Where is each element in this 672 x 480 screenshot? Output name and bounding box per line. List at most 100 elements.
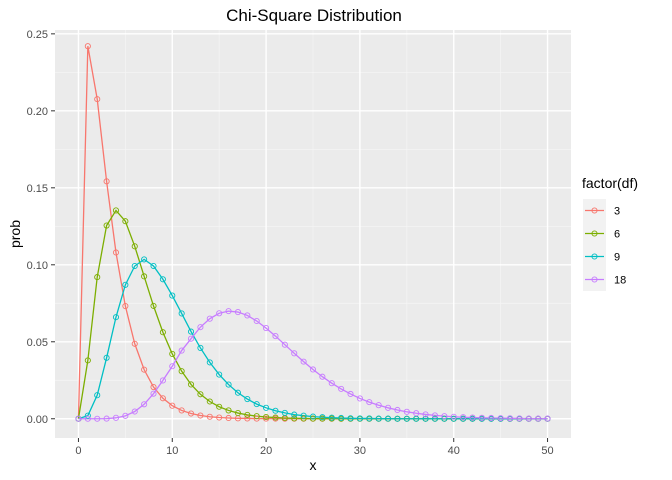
y-tick-label: 0.20: [27, 106, 48, 118]
data-point-df-6: [103, 222, 110, 229]
data-point-df-9: [319, 414, 326, 421]
series-line-df-18: [78, 310, 548, 420]
data-point-df-9: [131, 262, 138, 270]
data-point-df-9: [206, 359, 213, 366]
data-point-df-18: [281, 341, 288, 348]
x-tick-label: 20: [260, 445, 272, 457]
data-point-df-18: [169, 363, 176, 370]
data-point-df-18: [403, 408, 410, 415]
data-point-df-18: [478, 414, 485, 421]
data-point-df-9: [84, 412, 91, 419]
data-point-df-9: [197, 344, 204, 351]
data-point-df-9: [375, 415, 382, 422]
data-point-df-3: [197, 412, 204, 419]
data-point-df-3: [112, 249, 120, 256]
data-point-df-3: [131, 340, 138, 347]
x-axis: 0 10 20 30 40 50: [75, 438, 554, 457]
data-point-df-18: [197, 324, 204, 331]
data-point-df-18: [544, 415, 551, 422]
data-point-df-18: [141, 401, 148, 408]
data-point-df-3: [94, 96, 101, 103]
data-point-df-9: [291, 411, 298, 418]
data-point-df-6: [272, 414, 279, 421]
x-tick-label: 50: [541, 445, 553, 457]
data-point-df-18: [356, 395, 363, 402]
legend-label: 9: [614, 252, 620, 264]
data-point-df-3: [225, 414, 232, 422]
data-point-df-9: [366, 415, 373, 422]
data-point-df-9: [347, 415, 354, 422]
data-point-df-9: [450, 415, 457, 422]
data-point-df-9: [244, 395, 251, 403]
y-tick-label: 0.05: [27, 337, 48, 349]
data-point-df-18: [469, 414, 476, 421]
data-point-df-6: [225, 407, 232, 414]
data-point-df-18: [441, 413, 448, 420]
data-point-df-9: [103, 354, 110, 361]
data-point-df-3: [244, 415, 251, 422]
data-point-df-18: [244, 312, 251, 319]
data-point-df-18: [347, 390, 354, 398]
x-tick-label: 40: [448, 445, 460, 457]
series-points: [75, 43, 551, 422]
legend-label: 3: [614, 206, 620, 218]
data-point-df-18: [291, 350, 298, 357]
data-point-df-18: [413, 410, 420, 417]
chart-title: Chi-Square Distribution: [226, 6, 402, 25]
data-point-df-18: [263, 325, 270, 332]
data-point-df-6: [300, 415, 307, 422]
data-point-df-18: [187, 335, 195, 342]
data-point-df-6: [206, 398, 213, 405]
y-tick-label: 0.15: [27, 183, 48, 195]
data-point-df-6: [169, 350, 176, 357]
data-point-df-3: [253, 415, 260, 422]
data-point-df-6: [263, 414, 270, 421]
data-point-df-3: [141, 366, 148, 373]
data-point-df-9: [159, 276, 166, 283]
data-point-df-18: [338, 385, 345, 392]
data-point-df-6: [253, 413, 260, 420]
data-point-df-18: [300, 358, 307, 365]
data-point-df-18: [178, 347, 185, 354]
data-point-df-18: [216, 310, 223, 317]
data-point-df-9: [281, 409, 288, 416]
data-point-df-6: [178, 368, 185, 375]
data-point-df-9: [150, 262, 157, 270]
data-point-df-9: [328, 414, 335, 421]
data-point-df-18: [75, 415, 82, 422]
data-point-df-9: [225, 381, 232, 388]
data-point-df-6: [216, 403, 223, 410]
data-point-df-3: [216, 414, 223, 421]
y-tick-label: 0.10: [27, 260, 48, 272]
y-axis-title: prob: [7, 220, 23, 248]
data-point-df-6: [131, 243, 138, 250]
data-point-df-18: [253, 317, 260, 325]
data-point-df-9: [263, 404, 270, 411]
legend-key-point: [591, 253, 598, 260]
data-point-df-9: [94, 392, 101, 399]
data-point-df-9: [216, 371, 223, 378]
legend-label: 6: [614, 229, 620, 241]
data-point-df-9: [356, 415, 363, 422]
data-point-df-3: [206, 413, 213, 420]
data-point-df-6: [94, 274, 101, 281]
data-point-df-18: [328, 380, 335, 387]
data-point-df-3: [84, 43, 91, 50]
data-point-df-9: [253, 401, 260, 408]
x-tick-label: 10: [166, 445, 178, 457]
data-point-df-18: [272, 333, 279, 340]
data-point-df-18: [488, 414, 495, 422]
x-tick-label: 30: [354, 445, 366, 457]
data-point-df-18: [366, 399, 373, 406]
data-point-df-6: [291, 415, 298, 422]
legend: factor(df) 3 6 9 18: [582, 175, 638, 291]
data-point-df-18: [460, 414, 467, 421]
data-point-df-18: [225, 308, 232, 315]
data-point-df-9: [431, 415, 439, 422]
data-point-df-18: [150, 390, 157, 397]
data-point-df-9: [422, 415, 429, 422]
data-point-df-9: [385, 415, 392, 422]
data-point-df-6: [197, 391, 204, 398]
x-axis-title: x: [310, 457, 317, 473]
